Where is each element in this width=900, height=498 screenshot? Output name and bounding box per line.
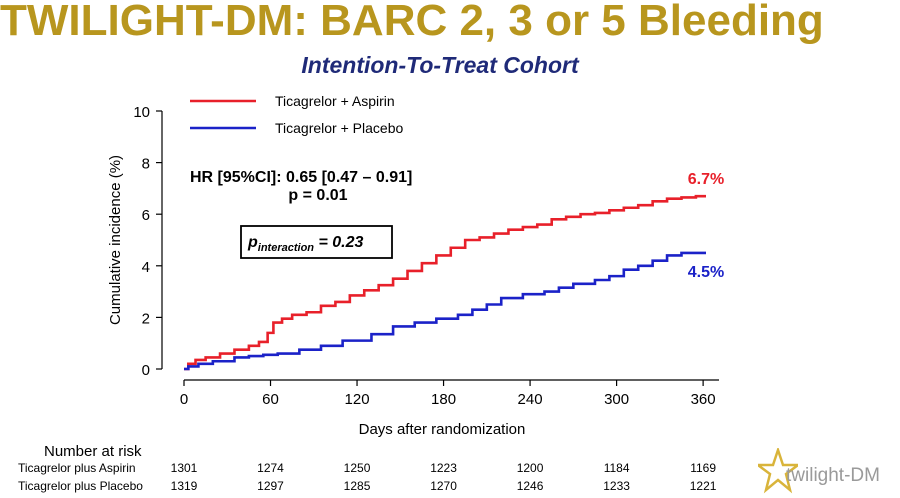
risk-cell: 1223 (430, 461, 457, 475)
y-tick-label: 4 (142, 259, 150, 276)
x-tick-label: 0 (180, 391, 188, 408)
series-line-placebo (184, 251, 706, 371)
logo (758, 448, 898, 494)
risk-cell: 1250 (343, 461, 371, 475)
risk-cell: 1169 (690, 461, 717, 475)
risk-cell: 1200 (516, 461, 544, 475)
legend-label: Ticagrelor + Placebo (275, 120, 403, 136)
chart-legend: Ticagrelor + Aspirin Ticagrelor + Placebo (190, 93, 403, 136)
y-tick-label: 2 (142, 310, 150, 327)
risk-cell: 1319 (170, 479, 198, 493)
risk-cell: 1297 (257, 479, 284, 493)
chart-axes: 0 2 4 6 8 10 0 60 120 180 240 300 360 Days after rand… (107, 104, 719, 438)
risk-cell: 1270 (430, 479, 457, 493)
risk-cell: 1246 (516, 479, 544, 493)
x-tick-label: 360 (691, 391, 716, 408)
y-tick-label: 10 (133, 104, 150, 121)
y-tick-label: 8 (142, 156, 150, 173)
series-line-aspirin (184, 194, 706, 371)
y-axis-label: Cumulative incidence (%) (107, 155, 124, 325)
hr-text: HR [95%CI]: 0.65 [0.47 – 0.91] (190, 169, 412, 186)
y-tick-label: 6 (142, 207, 150, 224)
x-tick-label: 180 (431, 391, 456, 408)
risk-row-label: Ticagrelor plus Aspirin (18, 461, 136, 475)
x-axis-label: Days after randomization (359, 421, 526, 438)
interaction-box (240, 225, 393, 259)
risk-cell: 1184 (603, 461, 630, 475)
risk-cell: 1274 (257, 461, 284, 475)
page-subtitle: Intention-To-Treat Cohort (301, 52, 579, 78)
x-tick-label: 240 (518, 391, 543, 408)
series-end-label: 6.7% (688, 171, 724, 188)
interaction-text: pinteraction = 0.23 (247, 234, 363, 254)
p-value-text: p = 0.01 (288, 187, 347, 204)
logo-text: twilight-DM (786, 465, 880, 486)
legend-label: Ticagrelor + Aspirin (275, 93, 395, 109)
risk-table-header: Number at risk (44, 443, 142, 460)
x-tick-label: 60 (262, 391, 279, 408)
x-tick-label: 120 (345, 391, 370, 408)
risk-cell: 1285 (343, 479, 371, 493)
risk-cell: 1301 (170, 461, 198, 475)
x-tick-label: 300 (604, 391, 629, 408)
chart-annotations: HR [95%CI]: 0.65 [0.47 – 0.91]p = 0.01 pi… (190, 169, 412, 259)
risk-row-label: Ticagrelor plus Placebo (18, 479, 143, 493)
series-end-label: 4.5% (688, 264, 724, 281)
chart-series: 6.7% 4.5% (184, 171, 724, 371)
y-tick-label: 0 (142, 362, 150, 379)
risk-cell: 1221 (689, 479, 717, 493)
risk-cell: 1233 (603, 479, 630, 493)
star-icon (758, 448, 798, 494)
page-title: TWILIGHT-DM: BARC 2, 3 or 5 Bleeding (0, 0, 824, 45)
